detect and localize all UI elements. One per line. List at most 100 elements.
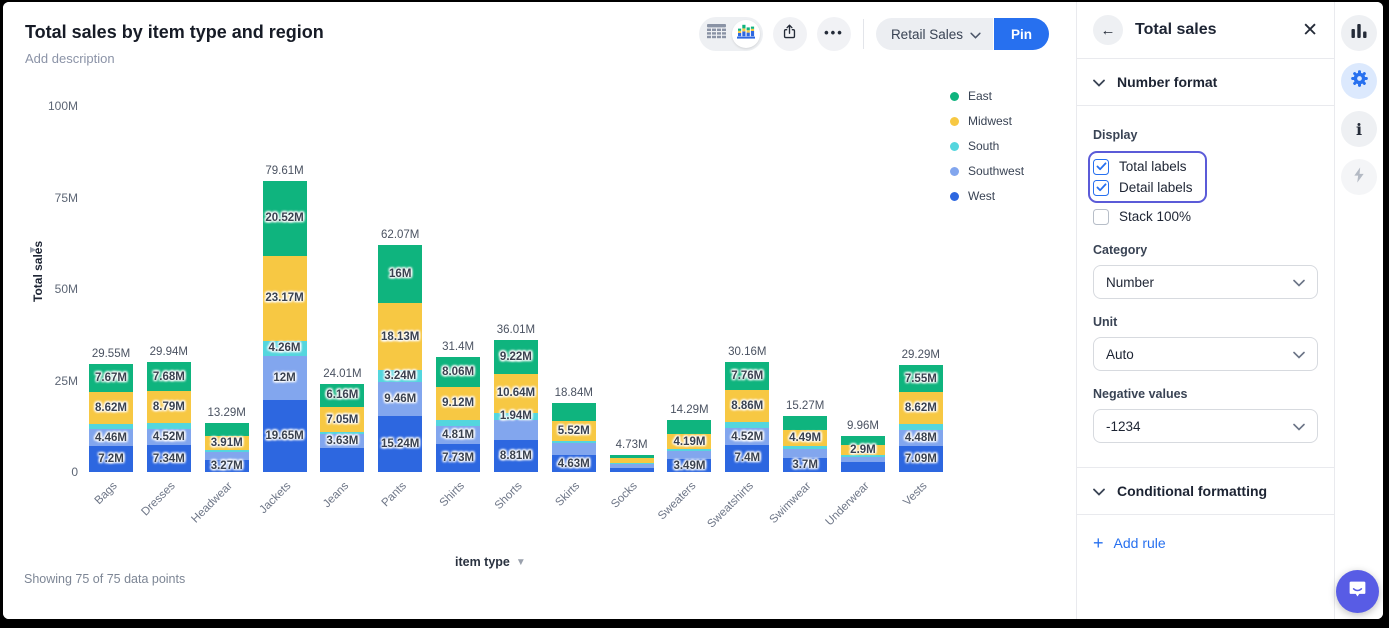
bar-segment-southwest[interactable] bbox=[840, 456, 885, 463]
bar-segment-east[interactable]: 7.67M bbox=[89, 363, 133, 392]
bar-segment-midwest[interactable]: 7.05M bbox=[320, 406, 365, 433]
bar-segment-west[interactable]: 7.09M bbox=[898, 446, 943, 472]
section-conditional-formatting[interactable]: Conditional formatting bbox=[1077, 467, 1334, 515]
bar-segment-midwest[interactable]: 8.86M bbox=[725, 390, 770, 423]
bar-segment-west[interactable]: 7.4M bbox=[725, 444, 770, 472]
section-number-format[interactable]: Number format bbox=[1077, 59, 1334, 106]
bar-segment-southwest[interactable]: 4.52M bbox=[725, 428, 770, 445]
bar-vests[interactable]: 29.29M 7.55M 8.62M 4.48M 7.09M Vests bbox=[898, 106, 943, 508]
bar-segment-east[interactable]: 7.55M bbox=[898, 364, 943, 393]
bar-segment-east[interactable]: 20.52M bbox=[262, 180, 307, 256]
bar-segment-west[interactable]: 7.2M bbox=[89, 445, 133, 472]
x-axis-label-socks[interactable]: Socks bbox=[609, 480, 641, 511]
bar-segment-south[interactable]: 1.94M bbox=[493, 410, 538, 422]
bar-segment-midwest[interactable]: 10.64M bbox=[493, 373, 538, 413]
detail-labels-option[interactable]: Detail labels bbox=[1093, 177, 1193, 198]
x-axis-label-jeans[interactable]: Jeans bbox=[320, 480, 351, 511]
bar-jeans[interactable]: 24.01M 6.16M 7.05M 3.63M Jeans bbox=[320, 106, 365, 510]
chart-tab-button[interactable] bbox=[1341, 15, 1377, 51]
x-axis-label-headwear[interactable]: Headwear bbox=[189, 480, 236, 526]
negative-values-select[interactable]: -1234 bbox=[1093, 409, 1318, 443]
bar-segment-south[interactable] bbox=[436, 419, 481, 427]
category-select[interactable]: Number bbox=[1093, 265, 1318, 299]
bar-segment-west[interactable]: 19.65M bbox=[262, 400, 307, 472]
bar-segment-midwest[interactable]: 8.62M bbox=[898, 392, 943, 424]
bar-segment-south[interactable] bbox=[551, 440, 596, 444]
back-button[interactable]: ← bbox=[1093, 15, 1123, 45]
bar-segment-southwest[interactable]: 12M bbox=[262, 356, 307, 401]
add-rule-button[interactable]: + Add rule bbox=[1077, 515, 1334, 571]
bar-segment-midwest[interactable]: 4.49M bbox=[783, 430, 828, 447]
bar-segment-south[interactable]: 3.24M bbox=[378, 370, 423, 382]
bar-segment-east[interactable]: 9.22M bbox=[493, 340, 538, 374]
bar-skirts[interactable]: 18.84M 5.52M 4.63M Skirts bbox=[551, 106, 596, 509]
bar-segment-midwest[interactable]: 5.52M bbox=[551, 420, 596, 441]
bar-segment-midwest[interactable]: 8.62M bbox=[89, 391, 133, 424]
legend-item-west[interactable]: West bbox=[950, 189, 1024, 203]
bar-segment-southwest[interactable] bbox=[609, 464, 654, 468]
chat-widget-button[interactable] bbox=[1336, 570, 1379, 613]
bar-segment-midwest[interactable]: 23.17M bbox=[262, 255, 307, 341]
bar-segment-south[interactable] bbox=[609, 463, 654, 465]
bar-shorts[interactable]: 36.01M 9.22M 10.64M 1.94M 8.81M Shorts bbox=[492, 106, 538, 512]
bar-shirts[interactable]: 31.4M 8.06M 9.12M 4.81M 7.73M Shirts bbox=[436, 106, 481, 509]
bar-segment-west[interactable]: 7.34M bbox=[146, 445, 191, 472]
bar-segment-east[interactable] bbox=[204, 423, 249, 436]
bar-segment-southwest[interactable]: 4.48M bbox=[898, 429, 943, 447]
bar-segment-south[interactable]: 4.26M bbox=[262, 340, 307, 357]
bar-swimwear[interactable]: 15.27M 4.49M 3.7M Swimwear bbox=[768, 106, 828, 526]
bar-underwear[interactable]: 9.96M 2.9M Underwear bbox=[823, 106, 885, 528]
y-axis-collapse-icon[interactable]: ▶ bbox=[30, 245, 37, 254]
bar-segment-west[interactable]: 8.81M bbox=[493, 439, 538, 472]
unit-select[interactable]: Auto bbox=[1093, 337, 1318, 371]
bar-segment-west[interactable]: 3.27M bbox=[204, 460, 249, 472]
bar-segment-midwest[interactable]: 18.13M bbox=[378, 303, 423, 370]
bar-segment-east[interactable]: 8.06M bbox=[436, 357, 481, 387]
bar-segment-midwest[interactable]: 9.12M bbox=[436, 386, 481, 420]
x-axis-label-shirts[interactable]: Shirts bbox=[437, 480, 467, 510]
x-axis-label-pants[interactable]: Pants bbox=[379, 480, 409, 510]
bar-segment-south[interactable] bbox=[146, 422, 191, 429]
bar-segment-southwest[interactable] bbox=[551, 443, 596, 456]
bar-segment-southwest[interactable]: 3.63M bbox=[320, 434, 365, 448]
legend-item-midwest[interactable]: Midwest bbox=[950, 114, 1024, 128]
bar-segment-south[interactable] bbox=[725, 422, 770, 429]
table-view-button[interactable] bbox=[702, 20, 732, 48]
x-axis-title[interactable]: item type ▼ bbox=[455, 555, 526, 569]
bar-segment-southwest[interactable]: 4.52M bbox=[146, 428, 191, 446]
x-axis-label-jackets[interactable]: Jackets bbox=[256, 480, 294, 517]
checkbox-unchecked-icon[interactable] bbox=[1093, 208, 1109, 225]
add-description-field[interactable]: Add description bbox=[25, 51, 115, 66]
checkbox-checked-icon[interactable] bbox=[1093, 158, 1109, 175]
actions-tab-button[interactable] bbox=[1341, 159, 1377, 195]
bar-segment-midwest[interactable]: 4.19M bbox=[667, 433, 712, 450]
bar-segment-midwest[interactable]: 3.91M bbox=[204, 435, 249, 450]
bar-segment-east[interactable]: 6.16M bbox=[320, 384, 365, 407]
bar-segment-south[interactable] bbox=[783, 446, 828, 449]
bar-segment-west[interactable]: 15.24M bbox=[378, 416, 423, 472]
bar-segment-south[interactable] bbox=[667, 449, 712, 452]
bar-segment-southwest[interactable]: 9.46M bbox=[378, 381, 423, 417]
bar-segment-south[interactable] bbox=[320, 432, 365, 435]
bar-segment-east[interactable] bbox=[551, 403, 596, 421]
bar-segment-southwest[interactable]: 4.46M bbox=[89, 429, 133, 446]
share-button[interactable] bbox=[772, 17, 807, 51]
bar-segment-east[interactable]: 7.68M bbox=[146, 362, 191, 391]
bar-segment-east[interactable]: 16M bbox=[378, 244, 423, 304]
bar-segment-south[interactable] bbox=[898, 424, 943, 430]
x-axis-label-skirts[interactable]: Skirts bbox=[553, 480, 583, 509]
bar-pants[interactable]: 62.07M 16M 18.13M 3.24M 9.46M 15.24M Pants bbox=[378, 106, 423, 509]
bar-sweaters[interactable]: 14.29M 4.19M 3.49M Sweaters bbox=[656, 106, 712, 522]
bar-segment-southwest[interactable] bbox=[204, 452, 249, 461]
bar-jackets[interactable]: 79.61M 20.52M 23.17M 4.26M 12M 19.65M Jackets bbox=[257, 106, 307, 516]
bar-socks[interactable]: 4.73M Socks bbox=[609, 106, 654, 511]
bar-segment-south[interactable] bbox=[89, 423, 133, 430]
bar-segment-west[interactable]: 3.49M bbox=[667, 459, 712, 472]
bar-segment-west[interactable] bbox=[840, 462, 885, 472]
checkbox-checked-icon[interactable] bbox=[1093, 179, 1109, 196]
x-axis-label-dresses[interactable]: Dresses bbox=[139, 480, 178, 519]
x-axis-label-shorts[interactable]: Shorts bbox=[492, 480, 525, 512]
bar-segment-west[interactable]: 3.7M bbox=[783, 458, 828, 472]
pin-button[interactable]: Pin bbox=[993, 18, 1049, 50]
bar-segment-west[interactable]: 4.63M bbox=[551, 455, 596, 472]
